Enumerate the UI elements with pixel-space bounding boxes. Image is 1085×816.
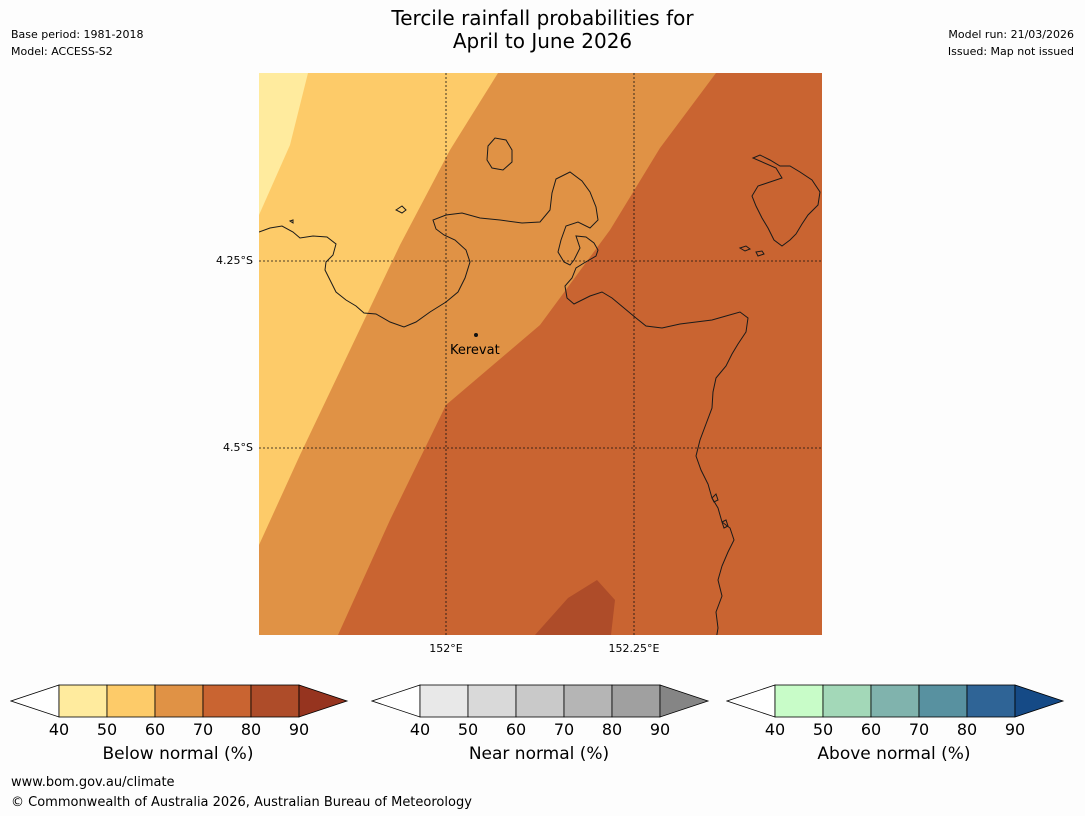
colorbar-below-tick-80: 80 [240, 720, 262, 739]
colorbar-below-tick-70: 70 [192, 720, 214, 739]
colorbar-near-tick-90: 90 [649, 720, 671, 739]
colorbar-below-lower-extension [10, 684, 60, 718]
zone-below-80-90 [535, 580, 615, 635]
colorbar-below-bin-50 [106, 684, 156, 718]
colorbar-near-tick-80: 80 [601, 720, 623, 739]
colorbar-near-tick-50: 50 [457, 720, 479, 739]
colorbar-near [371, 684, 710, 718]
colorbar-near-lower-extension [371, 684, 421, 718]
model-info: Base period: 1981-2018 Model: ACCESS-S2 [11, 26, 143, 60]
colorbar-below-tick-90: 90 [288, 720, 310, 739]
colorbar-below-bin-70 [202, 684, 252, 718]
colorbar-near-bin-70 [563, 684, 613, 718]
colorbar-near-tick-40: 40 [409, 720, 431, 739]
legend-above-normal: 40 50 60 70 80 90 Above normal (%) [726, 684, 1066, 774]
colorbar-above-bin-70 [918, 684, 968, 718]
colorbar-near-tick-60: 60 [505, 720, 527, 739]
colorbar-below-bin-60 [154, 684, 204, 718]
lat-label-4-5: 4.5°S [223, 441, 253, 454]
issued-text: Issued: Map not issued [947, 45, 1074, 58]
title-line-1: Tercile rainfall probabilities for [391, 6, 694, 30]
title-line-2: April to June 2026 [452, 29, 633, 53]
colorbar-above-tick-60: 60 [860, 720, 882, 739]
place-label-kerevat: Kerevat [450, 343, 500, 358]
zone-below-70-80 [338, 73, 822, 635]
model-run-text: Model run: 21/03/2026 [948, 28, 1074, 41]
lon-label-152: 152°E [429, 642, 463, 655]
colorbar-below-bin-40 [58, 684, 108, 718]
colorbar-above-tick-80: 80 [956, 720, 978, 739]
colorbar-near-bin-40 [419, 684, 469, 718]
base-period-text: Base period: 1981-2018 [11, 28, 144, 41]
colorbar-above-tick-90: 90 [1004, 720, 1026, 739]
colorbar-below-tick-60: 60 [144, 720, 166, 739]
colorbar-below-tick-40: 40 [48, 720, 70, 739]
legend-below-normal: 40 50 60 70 80 90 Below normal (%) [10, 684, 350, 774]
colorbar-near-bin-80 [611, 684, 661, 718]
legend-title-above: Above normal (%) [817, 744, 971, 764]
colorbar-near-tick-70: 70 [553, 720, 575, 739]
legend-near-normal: 40 50 60 70 80 90 Near normal (%) [371, 684, 711, 774]
colorbar-above-upper-extension [1014, 684, 1065, 718]
colorbar-below-bin-80 [250, 684, 300, 718]
legend-title-below: Below normal (%) [102, 744, 254, 764]
map-title: Tercile rainfall probabilities for April… [0, 7, 1085, 53]
colorbar-above-bin-40 [774, 684, 824, 718]
footer-url: www.bom.gov.au/climate [11, 775, 175, 790]
graticule [259, 73, 822, 635]
colorbar-near-bin-50 [467, 684, 517, 718]
colorbar-above-tick-40: 40 [764, 720, 786, 739]
run-info: Model run: 21/03/2026 Issued: Map not is… [948, 26, 1074, 60]
colorbar-near-upper-extension [659, 684, 710, 718]
colorbar-below-upper-extension [298, 684, 349, 718]
footer-copyright: © Commonwealth of Australia 2026, Austra… [11, 795, 472, 810]
colorbar-above-lower-extension [726, 684, 776, 718]
colorbar-above-tick-50: 50 [812, 720, 834, 739]
kerevat-marker [474, 333, 478, 337]
colorbar-above-bin-60 [870, 684, 920, 718]
coastline [259, 137, 821, 635]
colorbar-above-bin-50 [822, 684, 872, 718]
colorbar-above-tick-70: 70 [908, 720, 930, 739]
probability-map [259, 73, 822, 635]
legend-title-near: Near normal (%) [468, 744, 610, 764]
colorbar-below-tick-50: 50 [96, 720, 118, 739]
colorbar-below [10, 684, 349, 718]
lat-label-4-25: 4.25°S [216, 254, 253, 267]
colorbar-near-bin-60 [515, 684, 565, 718]
lon-label-152-25: 152.25°E [608, 642, 660, 655]
model-text: Model: ACCESS-S2 [11, 45, 113, 58]
colorbar-above [726, 684, 1065, 718]
zone-below-40-50 [259, 73, 308, 215]
colorbar-above-bin-80 [966, 684, 1016, 718]
